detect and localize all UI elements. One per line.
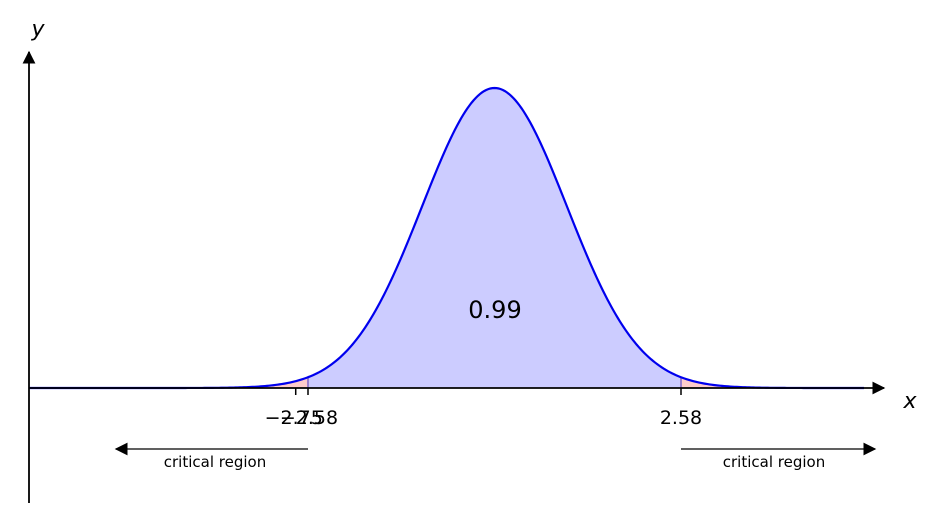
acceptance-probability-label: 0.99	[468, 296, 521, 324]
left-critical-region-fill	[29, 377, 308, 388]
tick-label-lower-critical: −2.58	[280, 407, 338, 429]
acceptance-region-fill	[308, 88, 681, 388]
right-critical-region-fill	[681, 377, 864, 388]
right-critical-region-label: critical region	[723, 453, 825, 471]
x-axis-label: x	[902, 389, 917, 414]
tick-label-test-statistic: −2.75	[265, 407, 323, 429]
y-axis-label: y	[30, 17, 45, 42]
left-critical-region-label: critical region	[164, 453, 266, 471]
tick-label-upper-critical: 2.58	[660, 407, 702, 429]
